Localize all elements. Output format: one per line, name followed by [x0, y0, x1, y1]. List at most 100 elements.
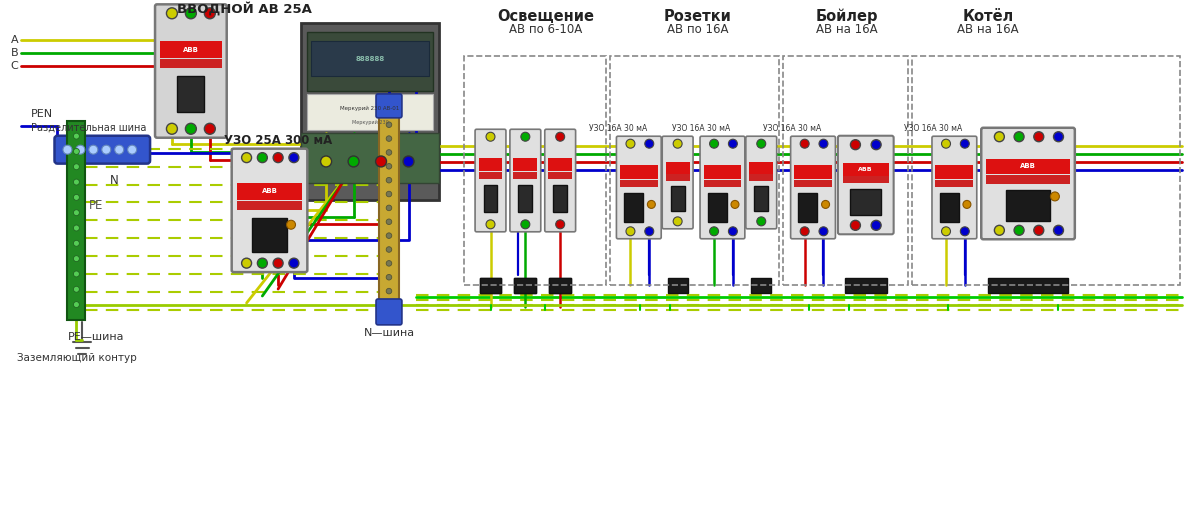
Circle shape: [1014, 225, 1024, 235]
FancyBboxPatch shape: [510, 129, 541, 232]
Circle shape: [257, 258, 268, 268]
Bar: [755, 186, 768, 211]
Circle shape: [800, 139, 809, 148]
Bar: [703, 164, 742, 178]
Circle shape: [942, 227, 950, 236]
FancyBboxPatch shape: [932, 136, 977, 239]
Text: C: C: [11, 61, 18, 71]
Circle shape: [403, 156, 414, 167]
Bar: [666, 174, 690, 181]
Circle shape: [800, 227, 809, 236]
Bar: [986, 159, 1070, 174]
Circle shape: [204, 123, 215, 134]
Bar: [708, 193, 727, 223]
Circle shape: [556, 132, 565, 141]
Bar: [515, 278, 536, 293]
Bar: [307, 94, 433, 130]
Circle shape: [1034, 225, 1044, 235]
Bar: [479, 158, 503, 171]
Bar: [311, 41, 428, 77]
Text: УЗО 16А 30 мА: УЗО 16А 30 мА: [763, 124, 821, 133]
Bar: [666, 162, 690, 174]
Circle shape: [62, 145, 72, 154]
Circle shape: [386, 150, 391, 155]
Bar: [703, 179, 742, 188]
Bar: [550, 278, 571, 293]
Text: ABB: ABB: [1020, 163, 1036, 169]
Circle shape: [73, 133, 79, 139]
Circle shape: [289, 258, 299, 268]
Circle shape: [289, 153, 299, 162]
Circle shape: [127, 145, 137, 154]
Circle shape: [89, 145, 98, 154]
Text: Разделительная шина: Разделительная шина: [31, 123, 146, 133]
Text: N—шина: N—шина: [364, 328, 415, 338]
Circle shape: [1050, 192, 1060, 201]
Bar: [484, 185, 498, 212]
Circle shape: [73, 302, 79, 307]
Text: ABB: ABB: [262, 188, 277, 194]
Circle shape: [626, 227, 635, 236]
Circle shape: [386, 136, 391, 141]
Circle shape: [186, 123, 197, 134]
Bar: [301, 23, 439, 200]
Bar: [307, 32, 433, 90]
Circle shape: [73, 286, 79, 292]
Circle shape: [386, 191, 391, 197]
Bar: [463, 56, 606, 285]
Bar: [379, 111, 398, 305]
Bar: [518, 185, 533, 212]
Circle shape: [386, 163, 391, 169]
Bar: [620, 164, 658, 178]
Circle shape: [320, 156, 331, 167]
Circle shape: [960, 227, 970, 236]
Bar: [749, 162, 773, 174]
Bar: [986, 175, 1070, 183]
Bar: [936, 179, 973, 188]
Bar: [236, 183, 302, 199]
Circle shape: [115, 145, 124, 154]
Bar: [940, 193, 959, 223]
Circle shape: [386, 205, 391, 211]
Circle shape: [1054, 225, 1063, 235]
Circle shape: [486, 132, 494, 141]
Circle shape: [709, 139, 719, 148]
Text: УЗО 25А 300 мА: УЗО 25А 300 мА: [223, 134, 332, 147]
Text: Бойлер: Бойлер: [816, 9, 878, 24]
Bar: [67, 121, 85, 320]
Bar: [160, 60, 222, 68]
Circle shape: [626, 139, 635, 148]
Circle shape: [241, 258, 252, 268]
Circle shape: [644, 227, 654, 236]
Circle shape: [556, 220, 565, 229]
Bar: [553, 185, 568, 212]
Text: УЗО 16А 30 мА: УЗО 16А 30 мА: [905, 124, 962, 133]
Circle shape: [73, 241, 79, 246]
FancyBboxPatch shape: [617, 136, 661, 239]
Bar: [479, 172, 503, 178]
Circle shape: [386, 247, 391, 252]
Text: Заземляющий контур: Заземляющий контур: [17, 353, 137, 363]
Circle shape: [73, 225, 79, 231]
Circle shape: [274, 153, 283, 162]
FancyBboxPatch shape: [662, 136, 694, 229]
FancyBboxPatch shape: [376, 299, 402, 325]
Text: АВ на 16А: АВ на 16А: [958, 23, 1019, 36]
Bar: [667, 278, 688, 293]
FancyBboxPatch shape: [54, 136, 150, 163]
Bar: [989, 278, 1068, 293]
FancyBboxPatch shape: [838, 136, 894, 234]
Bar: [794, 179, 832, 188]
Circle shape: [818, 139, 828, 148]
Bar: [851, 189, 881, 215]
Circle shape: [386, 122, 391, 127]
Bar: [514, 172, 538, 178]
FancyBboxPatch shape: [982, 128, 1075, 239]
Bar: [1006, 190, 1050, 221]
Text: N: N: [110, 174, 119, 187]
Text: ABB: ABB: [182, 47, 199, 52]
Circle shape: [673, 217, 682, 226]
Circle shape: [960, 139, 970, 148]
FancyBboxPatch shape: [475, 129, 506, 232]
Circle shape: [757, 217, 766, 226]
